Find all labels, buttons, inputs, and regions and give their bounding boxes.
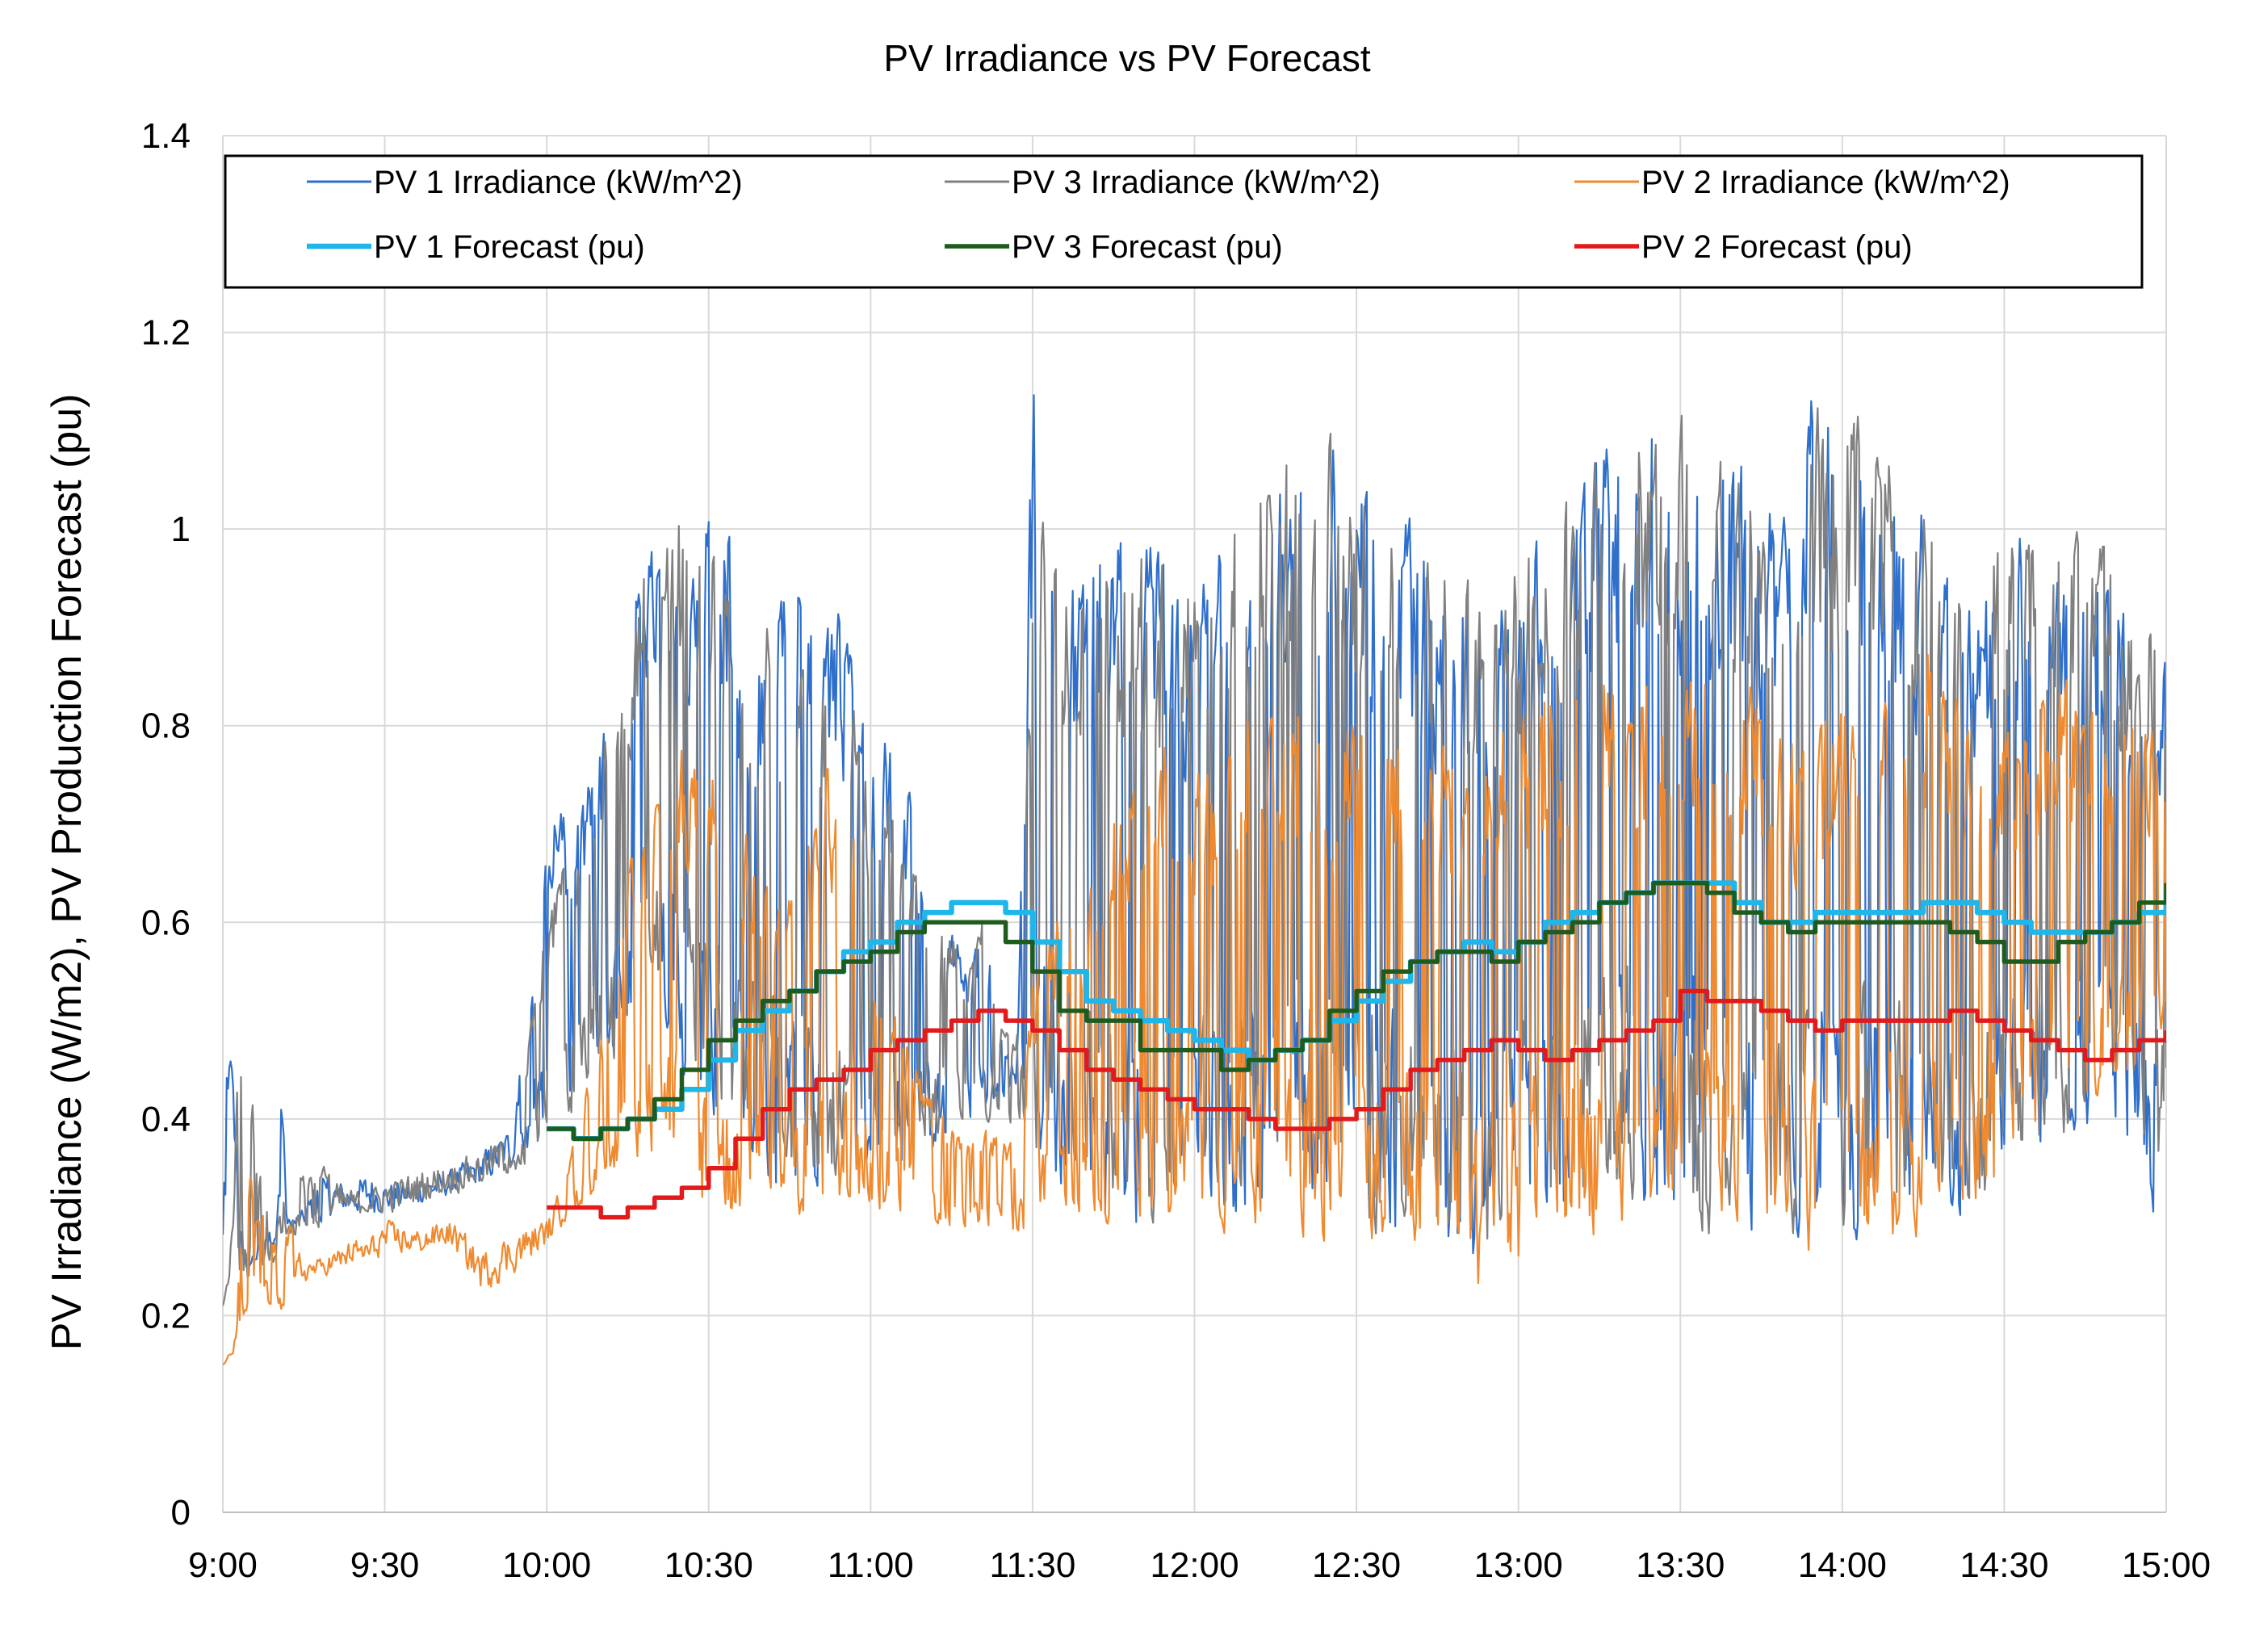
- x-tick-label: 14:30: [1960, 1545, 2048, 1585]
- x-tick-label: 12:00: [1150, 1545, 1239, 1585]
- y-tick-label: 1.4: [141, 116, 191, 156]
- x-tick-label: 9:30: [350, 1545, 420, 1585]
- x-tick-label: 10:00: [502, 1545, 591, 1585]
- series-line-6: [547, 988, 2166, 1220]
- legend-box: [224, 154, 2144, 289]
- legend: PV 1 Irradiance (kW/m^2) PV 3 Irradiance …: [224, 154, 2144, 289]
- y-tick-label: 0.4: [141, 1100, 191, 1139]
- y-tick-label: 0.2: [141, 1296, 191, 1335]
- legend-label: PV 3 Forecast (pu): [1012, 229, 1283, 265]
- legend-label: PV 2 Irradiance (kW/m^2): [1641, 165, 2010, 200]
- x-tick-label: 10:30: [664, 1545, 753, 1585]
- y-tick-label: 1: [171, 509, 191, 549]
- x-tick-label: 14:00: [1798, 1545, 1887, 1585]
- x-tick-label: 13:00: [1474, 1545, 1563, 1585]
- series-line-2: [223, 407, 2166, 1306]
- chart-title: PV Irradiance vs PV Forecast: [883, 37, 1371, 79]
- x-tick-label: 13:30: [1636, 1545, 1725, 1585]
- y-tick-label: 0.8: [141, 707, 191, 746]
- x-tick-label: 11:00: [828, 1545, 914, 1585]
- series-line-3: [223, 653, 2166, 1366]
- tick-labels: 0 0.2 0.4 0.6 0.8 1 1.2 1.4 9:00 9:30 10:00 10:30 11…: [141, 116, 2211, 1585]
- y-tick-label: 0.6: [141, 903, 191, 942]
- x-tick-label: 11:30: [989, 1545, 1075, 1585]
- x-tick-label: 12:30: [1312, 1545, 1401, 1585]
- y-tick-label: 1.2: [141, 313, 191, 353]
- legend-label: PV 2 Forecast (pu): [1641, 229, 1913, 265]
- series-lines: [223, 394, 2166, 1366]
- y-tick-label: 0: [171, 1493, 191, 1533]
- legend-label: PV 3 Irradiance (kW/m^2): [1012, 165, 1381, 200]
- series-line-5: [547, 880, 2166, 1141]
- x-tick-label: 9:00: [188, 1545, 258, 1585]
- y-axis-title: PV Irradiance (W/m2), PV Production Fore…: [44, 394, 90, 1351]
- x-tick-label: 15:00: [2122, 1545, 2211, 1585]
- legend-label: PV 1 Irradiance (kW/m^2): [374, 165, 743, 200]
- legend-label: PV 1 Forecast (pu): [374, 229, 645, 265]
